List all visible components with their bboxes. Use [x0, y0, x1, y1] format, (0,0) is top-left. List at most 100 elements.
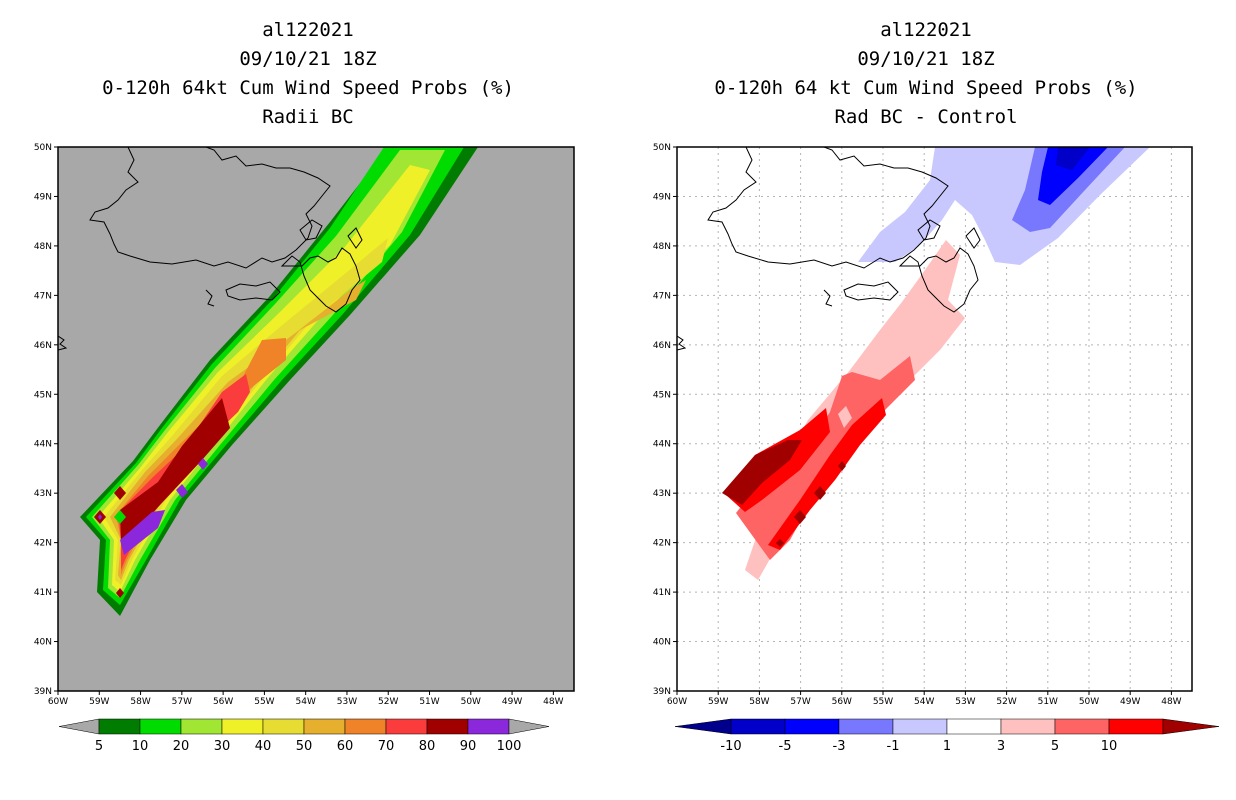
right-colorbar-segment [946, 718, 1002, 735]
right-map-frame [676, 146, 1193, 692]
right-lon-label: 51W [1038, 697, 1058, 707]
right-storm-id: al122021 [880, 19, 972, 41]
left-panel-title: al122021 09/10/21 18Z 0-120h 64kt Cum Wi… [28, 16, 588, 132]
right-lon-label: 58W [749, 697, 769, 707]
right-lat-label: 40N [653, 638, 671, 648]
right-lat-label: 50N [653, 143, 671, 153]
left-colorbar-segment [303, 718, 346, 735]
left-lon-label: 55W [254, 697, 274, 707]
max-diff-d [776, 539, 784, 547]
right-colorbar-segment [730, 718, 786, 735]
left-lon-label: 57W [172, 697, 192, 707]
left-lon-label: 50W [461, 697, 481, 707]
left-colorbar-segment [426, 718, 469, 735]
right-subtitle: Rad BC - Control [834, 106, 1018, 128]
left-lat-label: 43N [34, 489, 52, 499]
contour-90-c [198, 458, 208, 470]
right-lon-label: 56W [832, 697, 852, 707]
left-lat-label: 41N [34, 588, 52, 598]
right-lat-label: 46N [653, 341, 671, 351]
left-colorbar-segment [467, 718, 510, 735]
max-diff-a [794, 510, 806, 524]
max-diff-c [838, 461, 846, 471]
left-product: 0-120h 64kt Cum Wind Speed Probs (%) [102, 77, 514, 99]
right-lat-label: 42N [653, 539, 671, 549]
right-colorbar-label: -3 [833, 739, 846, 754]
right-colorbar-label: -10 [720, 739, 741, 754]
left-colorbar-cap-left [58, 718, 100, 735]
right-lat-label: 39N [653, 687, 671, 697]
contour-neg-3 [1012, 147, 1125, 232]
left-lat-label: 47N [34, 291, 52, 301]
right-colorbar-segment [784, 718, 840, 735]
left-colorbar-segment [344, 718, 387, 735]
left-colorbar-label: 50 [296, 739, 313, 754]
left-date: 09/10/21 18Z [239, 48, 377, 70]
left-probability-contours [58, 147, 478, 616]
right-lon-label: 53W [955, 697, 975, 707]
left-subtitle: Radii BC [262, 106, 354, 128]
left-lat-label: 40N [34, 638, 52, 648]
right-colorbar-cap-left [674, 718, 732, 735]
max-point-c [114, 510, 126, 524]
contour-pos-5-b [768, 398, 886, 550]
left-lat-label: 46N [34, 341, 52, 351]
right-product: 0-120h 64 kt Cum Wind Speed Probs (%) [714, 77, 1138, 99]
right-lat-label: 43N [653, 489, 671, 499]
max-diff-b [814, 486, 826, 500]
left-colorbar-label: 10 [132, 739, 149, 754]
left-lon-label: 48W [543, 697, 563, 707]
left-colorbar-label: 40 [255, 739, 272, 754]
right-colorbar-label: 3 [997, 739, 1005, 754]
right-lon-label: 54W [914, 697, 934, 707]
left-lon-label: 54W [296, 697, 316, 707]
max-point-a-core [98, 514, 102, 520]
left-colorbar-segment [262, 718, 305, 735]
right-lon-label: 48W [1161, 697, 1181, 707]
contour-90 [120, 510, 165, 555]
right-colorbar-label: -1 [887, 739, 900, 754]
right-lon-label: 57W [790, 697, 810, 707]
contour-60 [116, 338, 286, 575]
left-colorbar-label: 20 [173, 739, 190, 754]
max-point-d [116, 588, 124, 598]
contour-pos-10 [722, 440, 802, 505]
left-colorbar-label: 5 [95, 739, 103, 754]
left-lon-label: 58W [130, 697, 150, 707]
right-lat-label: 47N [653, 291, 671, 301]
right-colorbar-segment [1108, 718, 1164, 735]
left-map-frame [57, 146, 575, 692]
left-lon-label: 59W [89, 697, 109, 707]
left-lat-label: 50N [34, 143, 52, 153]
right-lon-label: 50W [1079, 697, 1099, 707]
left-lat-label: 49N [34, 192, 52, 202]
left-colorbar-segment [98, 718, 141, 735]
left-colorbar-segment [180, 718, 223, 735]
left-lat-label: 44N [34, 440, 52, 450]
left-colorbar-label: 100 [497, 739, 522, 754]
contour-90-b [176, 484, 188, 498]
contour-neg-5 [1038, 147, 1108, 205]
left-colorbar-segment [221, 718, 264, 735]
right-lat-label: 49N [653, 192, 671, 202]
right-colorbar: -10 -5 -3 -1 1 3 5 10 [674, 718, 1220, 754]
left-lon-label: 49W [502, 697, 522, 707]
left-colorbar: 5 10 20 30 40 50 60 70 80 90 100 [58, 718, 550, 754]
right-colorbar-label: 1 [943, 739, 951, 754]
right-map-background [677, 147, 1192, 691]
contour-80 [120, 398, 230, 545]
left-colorbar-label: 70 [378, 739, 395, 754]
contour-pos-3 [736, 356, 915, 560]
left-colorbar-label: 90 [460, 739, 477, 754]
contour-neg-10 [1056, 147, 1090, 170]
right-colorbar-segment [1000, 718, 1056, 735]
left-colorbar-label: 30 [214, 739, 231, 754]
notch [838, 406, 852, 428]
left-colorbar-segment [385, 718, 428, 735]
left-map-background [58, 147, 574, 691]
right-lon-label: 60W [667, 697, 687, 707]
